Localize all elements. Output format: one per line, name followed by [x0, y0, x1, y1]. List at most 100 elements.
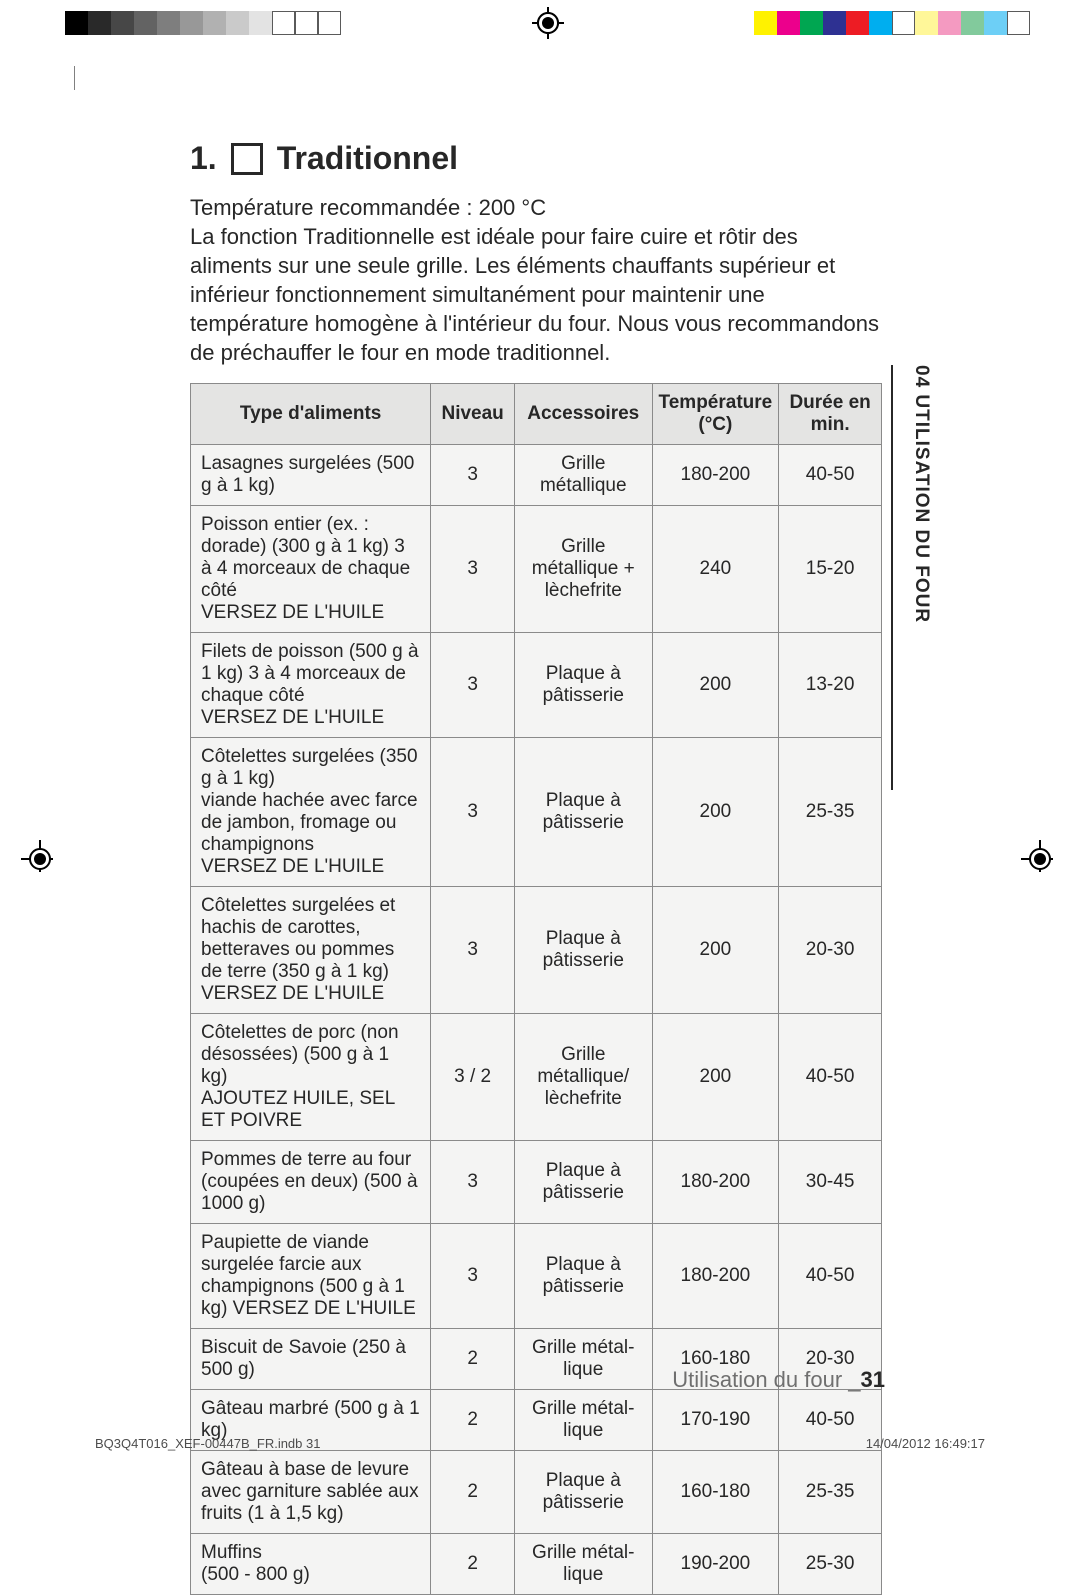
cell-level: 3: [431, 506, 515, 633]
th-food: Type d'aliments: [191, 384, 431, 445]
cell-temp: 200: [652, 738, 779, 887]
table-header-row: Type d'aliments Niveau Accessoires Tempé…: [191, 384, 882, 445]
color-swatch: [1007, 11, 1030, 35]
cell-food: Paupiette de viande surgelée farcie aux …: [191, 1224, 431, 1329]
cell-acc: Grille métal­lique: [514, 1534, 652, 1595]
color-swatch: [961, 11, 984, 35]
top-crosshair: [341, 12, 754, 34]
table-row: Gâteau à base de levure avec garniture s…: [191, 1451, 882, 1534]
cell-level: 3: [431, 738, 515, 887]
cell-level: 2: [431, 1390, 515, 1451]
gray-swatch: [272, 11, 295, 35]
cell-food: Pommes de terre au four (coupées en deux…: [191, 1141, 431, 1224]
footer-page-number: 31: [861, 1367, 885, 1392]
cell-temp: 190-200: [652, 1534, 779, 1595]
cell-temp: 200: [652, 887, 779, 1014]
right-registration-mark: [1026, 845, 1054, 873]
th-time: Durée en min.: [779, 384, 882, 445]
color-swatch: [754, 11, 777, 35]
gray-swatch: [295, 11, 318, 35]
cell-acc: Plaque à pâtisserie: [514, 1141, 652, 1224]
cell-acc: Grille métallique + lèchefrite: [514, 506, 652, 633]
cell-time: 25-35: [779, 1451, 882, 1534]
footer-running-label: Utilisation du four _: [672, 1367, 860, 1392]
gray-swatch: [226, 11, 249, 35]
color-swatch: [777, 11, 800, 35]
gray-swatch: [157, 11, 180, 35]
cell-temp: 180-200: [652, 1141, 779, 1224]
intro-text: Température recommandée : 200 °C La fonc…: [190, 193, 882, 367]
table-row: Côtelettes surgelées et hachis de carott…: [191, 887, 882, 1014]
cell-time: 13-20: [779, 633, 882, 738]
gray-swatch: [65, 11, 88, 35]
traditional-mode-icon: [231, 143, 263, 175]
gray-swatch: [88, 11, 111, 35]
left-registration-mark: [26, 845, 54, 873]
table-row: Pommes de terre au four (coupées en deux…: [191, 1141, 882, 1224]
table-row: Poisson entier (ex. : dorade) (300 g à 1…: [191, 506, 882, 633]
cell-level: 3: [431, 887, 515, 1014]
cell-acc: Grille métallique/ lèchefrite: [514, 1014, 652, 1141]
cell-time: 40-50: [779, 1014, 882, 1141]
cell-acc: Plaque à pâtisserie: [514, 1224, 652, 1329]
cell-time: 40-50: [779, 445, 882, 506]
gray-swatch: [203, 11, 226, 35]
cell-level: 3: [431, 633, 515, 738]
cell-temp: 200: [652, 633, 779, 738]
color-swatch: [846, 11, 869, 35]
cell-acc: Plaque à pâtisserie: [514, 887, 652, 1014]
sidetab-line: [891, 365, 893, 790]
cell-time: 25-35: [779, 738, 882, 887]
color-swatch: [938, 11, 961, 35]
calibration-bar: [0, 11, 1080, 35]
cell-food: Poisson entier (ex. : dorade) (300 g à 1…: [191, 506, 431, 633]
cell-temp: 160-180: [652, 1451, 779, 1534]
cell-acc: Grille métallique: [514, 445, 652, 506]
cell-acc: Grille métal­lique: [514, 1390, 652, 1451]
gray-swatch: [249, 11, 272, 35]
cell-food: Côtelettes surgelées et hachis de carott…: [191, 887, 431, 1014]
th-level: Niveau: [431, 384, 515, 445]
cell-temp: 170-190: [652, 1390, 779, 1451]
footer-filename: BQ3Q4T016_XEF-00447B_FR.indb 31: [95, 1436, 320, 1451]
cell-food: Muffins (500 - 800 g): [191, 1534, 431, 1595]
footer-timestamp: 14/04/2012 16:49:17: [866, 1436, 985, 1451]
color-swatch: [915, 11, 938, 35]
cell-food: Biscuit de Savoie (250 à 500 g): [191, 1329, 431, 1390]
cell-food: Côtelettes surgelées (350 g à 1 kg) vian…: [191, 738, 431, 887]
footer-running-head: Utilisation du four _31: [672, 1367, 885, 1393]
color-swatch: [984, 11, 1007, 35]
cell-food: Filets de poisson (500 g à 1 kg) 3 à 4 m…: [191, 633, 431, 738]
cell-temp: 180-200: [652, 1224, 779, 1329]
cell-acc: Plaque à pâtisserie: [514, 738, 652, 887]
section-heading: 1. Traditionnel: [190, 140, 882, 177]
table-row: Muffins (500 - 800 g)2Grille métal­lique…: [191, 1534, 882, 1595]
heading-number: 1.: [190, 140, 217, 177]
table-row: Paupiette de viande surgelée farcie aux …: [191, 1224, 882, 1329]
color-swatch: [892, 11, 915, 35]
cell-time: 15-20: [779, 506, 882, 633]
cell-time: 25-30: [779, 1534, 882, 1595]
calibration-grayscale: [65, 11, 341, 35]
th-temp: Température (°C): [652, 384, 779, 445]
color-swatch: [823, 11, 846, 35]
table-body: Lasagnes surgelées (500 g à 1 kg)3Grille…: [191, 445, 882, 1595]
cell-temp: 200: [652, 1014, 779, 1141]
table-row: Côtelettes surgelées (350 g à 1 kg) vian…: [191, 738, 882, 887]
cell-level: 3 / 2: [431, 1014, 515, 1141]
table-row: Filets de poisson (500 g à 1 kg) 3 à 4 m…: [191, 633, 882, 738]
color-swatch: [869, 11, 892, 35]
cell-temp: 180-200: [652, 445, 779, 506]
cell-food: Lasagnes surgelées (500 g à 1 kg): [191, 445, 431, 506]
cell-level: 3: [431, 1224, 515, 1329]
crop-mark: [74, 66, 75, 90]
cell-time: 20-30: [779, 887, 882, 1014]
cell-level: 2: [431, 1451, 515, 1534]
cell-acc: Plaque à pâtisserie: [514, 633, 652, 738]
gray-swatch: [134, 11, 157, 35]
cell-level: 2: [431, 1534, 515, 1595]
cell-temp: 240: [652, 506, 779, 633]
cell-acc: Plaque à pâtis­serie: [514, 1451, 652, 1534]
cell-level: 3: [431, 445, 515, 506]
cell-food: Côtelettes de porc (non désossées) (500 …: [191, 1014, 431, 1141]
